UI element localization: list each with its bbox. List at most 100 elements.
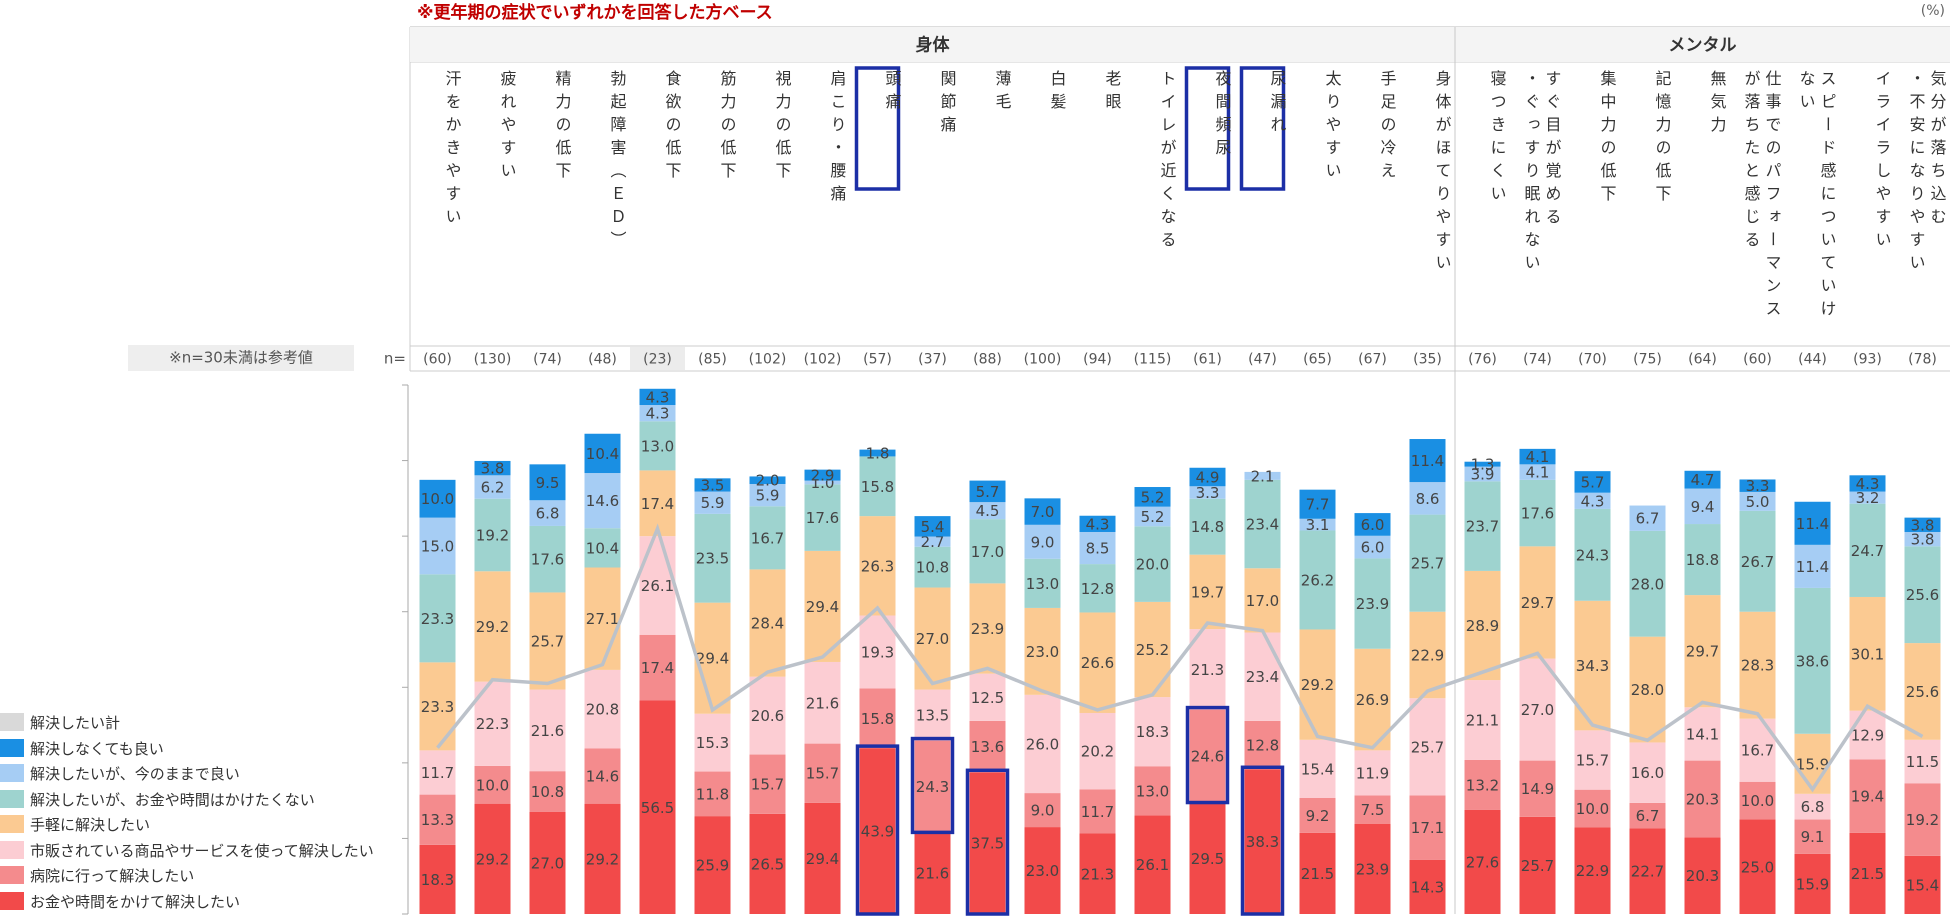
value-label: 17.4 bbox=[641, 495, 674, 513]
value-label: 11.4 bbox=[1796, 558, 1829, 576]
bar-segment bbox=[1849, 503, 1886, 597]
bar-segment bbox=[1684, 837, 1721, 914]
bar-segment bbox=[1794, 733, 1831, 794]
legend-swatch bbox=[0, 815, 24, 833]
value-label: 14.1 bbox=[1686, 725, 1719, 743]
value-label: 22.9 bbox=[1576, 862, 1609, 880]
bar-segment bbox=[1849, 759, 1886, 833]
value-label: 14.6 bbox=[586, 768, 619, 786]
value-label: 9.0 bbox=[1031, 802, 1055, 820]
category-label: 気分が落ち込む ・不安になりやすい bbox=[1906, 70, 1947, 277]
segment-highlight bbox=[965, 768, 1010, 916]
n-label: (85) bbox=[698, 352, 727, 368]
value-label: 2.0 bbox=[756, 472, 780, 490]
value-label: 56.5 bbox=[641, 799, 674, 817]
n-label: (37) bbox=[918, 352, 947, 368]
value-label: 15.7 bbox=[1576, 752, 1609, 770]
value-label: 3.2 bbox=[1856, 489, 1880, 507]
value-label: 23.9 bbox=[1356, 860, 1389, 878]
bar-segment bbox=[584, 748, 621, 804]
segment-highlight bbox=[1185, 705, 1230, 805]
bar-segment bbox=[474, 475, 511, 499]
bar-segment bbox=[1189, 486, 1226, 499]
value-label: 4.1 bbox=[1526, 464, 1550, 482]
value-label: 24.6 bbox=[1191, 748, 1224, 766]
bar-segment bbox=[859, 456, 896, 517]
value-label: 10.4 bbox=[586, 539, 619, 557]
legend-label: 解決したい計 bbox=[30, 714, 121, 732]
n-label: (57) bbox=[863, 352, 892, 368]
bar-segment bbox=[1849, 832, 1886, 914]
bar-segment bbox=[1684, 760, 1721, 838]
value-label: 15.3 bbox=[696, 734, 729, 752]
legend-label: 解決しなくても良い bbox=[30, 739, 164, 758]
n-label: (60) bbox=[1743, 352, 1772, 368]
bar-segment bbox=[1354, 513, 1391, 536]
value-label: 26.5 bbox=[751, 855, 784, 873]
value-label: 21.6 bbox=[806, 694, 839, 712]
n-note-box bbox=[128, 345, 354, 371]
value-label: 23.9 bbox=[1356, 595, 1389, 613]
legend-swatch bbox=[0, 866, 24, 884]
value-label: 28.0 bbox=[1631, 575, 1664, 593]
category-label: 寝つきにくい bbox=[1487, 70, 1507, 208]
n-label: (88) bbox=[973, 352, 1002, 368]
category-label: 老眼 bbox=[1102, 70, 1122, 116]
value-label: 29.4 bbox=[696, 650, 729, 668]
bar-segment bbox=[1079, 612, 1116, 713]
value-label: 25.7 bbox=[1411, 738, 1444, 756]
value-label: 23.3 bbox=[421, 610, 454, 628]
bar-segment bbox=[474, 498, 511, 572]
value-label: 29.7 bbox=[1686, 643, 1719, 661]
bar-segment bbox=[749, 476, 786, 484]
value-label: 5.9 bbox=[701, 494, 725, 512]
value-label: 21.5 bbox=[1851, 865, 1884, 883]
bar-segment bbox=[1409, 482, 1446, 515]
bar-segment bbox=[1409, 611, 1446, 699]
value-label: 6.7 bbox=[1636, 807, 1660, 825]
bar-segment bbox=[694, 491, 731, 514]
bar-segment bbox=[1684, 470, 1721, 489]
bar-segment bbox=[1079, 712, 1116, 790]
bar-segment bbox=[419, 794, 456, 845]
value-label: 9.2 bbox=[1306, 807, 1330, 825]
value-label: 21.5 bbox=[1301, 865, 1334, 883]
category-label: 筋力の低下 bbox=[717, 70, 737, 185]
bar-segment bbox=[1189, 629, 1226, 710]
value-label: 24.7 bbox=[1851, 542, 1884, 560]
bar-segment bbox=[584, 803, 621, 914]
bar-segment bbox=[969, 480, 1006, 503]
value-label: 15.4 bbox=[1906, 876, 1939, 894]
value-label: 21.3 bbox=[1081, 865, 1114, 883]
bar-segment bbox=[419, 517, 456, 575]
bar-segment bbox=[1244, 632, 1281, 721]
bar-segment bbox=[914, 587, 951, 690]
bar-segment bbox=[639, 405, 676, 422]
value-label: 19.4 bbox=[1851, 788, 1884, 806]
bar-segment bbox=[1079, 515, 1116, 532]
value-label: 13.0 bbox=[1136, 782, 1169, 800]
value-label: 29.5 bbox=[1191, 850, 1224, 868]
bar-segment bbox=[474, 803, 511, 914]
n-label: (64) bbox=[1688, 352, 1717, 368]
n-label: (23) bbox=[643, 352, 672, 368]
bar-segment bbox=[1409, 698, 1446, 796]
bar-segment bbox=[914, 689, 951, 741]
legend-label: 手軽に解決したい bbox=[30, 816, 151, 834]
bar-segment bbox=[1409, 514, 1446, 612]
value-label: 1.8 bbox=[866, 445, 890, 463]
bar-segment bbox=[1244, 479, 1281, 569]
bar-segment bbox=[1904, 546, 1941, 644]
value-label: 26.6 bbox=[1081, 654, 1114, 672]
bar-segment bbox=[914, 516, 951, 537]
bar-segment bbox=[1464, 809, 1501, 914]
bar-segment bbox=[1794, 793, 1831, 820]
group-label: 身体 bbox=[916, 35, 951, 56]
value-label: 10.8 bbox=[531, 783, 564, 801]
value-label: 3.1 bbox=[1306, 516, 1330, 534]
bar-segment bbox=[1189, 554, 1226, 630]
value-label: 19.2 bbox=[476, 527, 509, 545]
bar-segment bbox=[419, 574, 456, 663]
header-highlight bbox=[1184, 66, 1231, 191]
bar-segment bbox=[1574, 730, 1611, 790]
